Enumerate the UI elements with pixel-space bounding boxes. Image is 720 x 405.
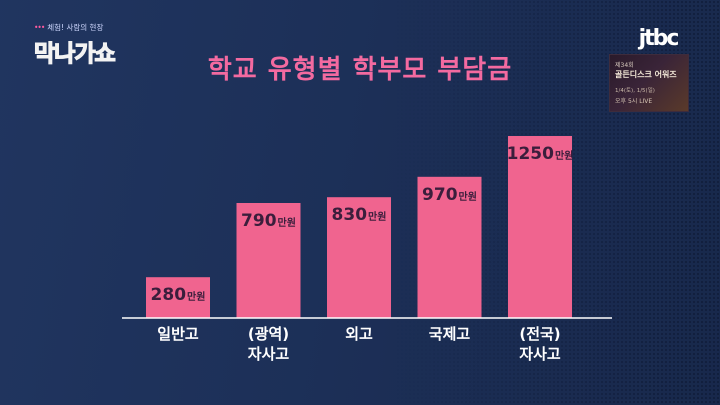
bar-value-number-3: 970 [422, 185, 458, 205]
bar-value-unit-2: 만원 [368, 210, 386, 223]
chart-title: 학교 유형별 학부모 부담금 [207, 55, 513, 85]
dots-icon: ••• [34, 23, 45, 32]
channel-logo: jtbc [638, 26, 680, 51]
bar-4 [508, 136, 572, 318]
bar-value-label-3: 970만원 [422, 185, 477, 205]
bar-value-label-4: 1250만원 [507, 144, 574, 164]
promo-banner: 제34회 골든디스크 어워즈 1/4(토), 1/5(일) 오후 5시 LIVE [609, 54, 689, 112]
bar-value-label-0: 280만원 [151, 285, 206, 305]
bar-value-number-2: 830 [332, 205, 368, 225]
promo-line-2: 골든디스크 어워즈 [615, 70, 677, 79]
promo-line-4: 오후 5시 LIVE [615, 98, 653, 105]
bar-3 [417, 176, 482, 318]
category-label-0-0: 일반고 [157, 325, 199, 343]
bar-value-label-1: 790만원 [241, 211, 296, 231]
bar-value-label-2: 830만원 [332, 205, 387, 225]
category-label-3-0: 국제고 [429, 325, 471, 343]
bar-value-number-0: 280 [151, 285, 187, 305]
bar-value-unit-0: 만원 [187, 290, 205, 303]
bar-value-number-4: 1250 [507, 144, 554, 164]
show-logo: ••• 체험! 사람의 현장 막나가쇼 [33, 22, 124, 70]
show-subtitle: ••• 체험! 사람의 현장 [34, 22, 103, 34]
show-title: 막나가쇼 [33, 40, 116, 67]
bar-1 [236, 203, 301, 318]
bar-value-unit-3: 만원 [459, 190, 477, 203]
bar-value-unit-1: 만원 [278, 216, 296, 229]
promo-line-3: 1/4(토), 1/5(일) [615, 88, 655, 94]
category-label-2-0: 외고 [345, 325, 373, 343]
bar-value-number-1: 790 [241, 211, 277, 231]
category-label-4-0: (전국) [519, 325, 560, 343]
bar-0 [146, 277, 210, 318]
category-label-4-1: 자사고 [519, 345, 561, 363]
show-subtitle-text: 체험! 사람의 현장 [47, 23, 104, 32]
promo-line-1: 제34회 [615, 62, 634, 69]
bar-2 [327, 197, 391, 318]
bar-value-unit-4: 만원 [555, 149, 573, 162]
category-label-1-1: 자사고 [248, 345, 290, 363]
category-label-1-0: (광역) [248, 325, 289, 343]
